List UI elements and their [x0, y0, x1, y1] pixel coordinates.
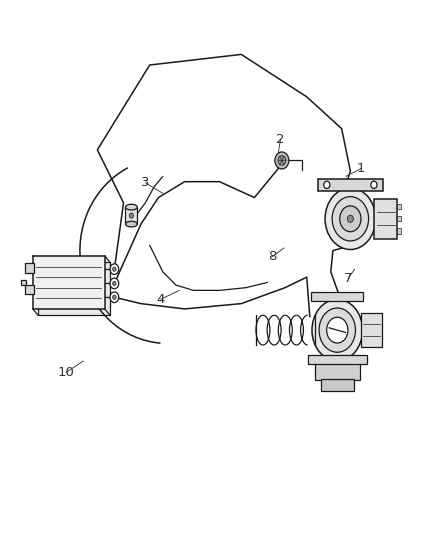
Text: 1: 1	[356, 162, 365, 175]
Bar	[38, 262, 110, 316]
Bar	[125, 207, 137, 224]
Circle shape	[346, 215, 353, 222]
Circle shape	[113, 295, 116, 300]
Bar	[396, 204, 400, 209]
Bar	[320, 379, 353, 391]
Bar	[396, 228, 400, 233]
Circle shape	[129, 213, 133, 218]
Circle shape	[324, 188, 375, 249]
Ellipse shape	[125, 204, 137, 210]
Text: 8: 8	[267, 251, 276, 263]
Text: 2: 2	[276, 133, 284, 146]
Bar	[374, 199, 396, 239]
Text: 3: 3	[141, 176, 149, 189]
Circle shape	[110, 278, 118, 289]
Bar	[317, 179, 382, 191]
Bar	[33, 256, 105, 309]
Bar	[360, 313, 381, 347]
Circle shape	[274, 152, 288, 169]
Bar	[21, 280, 26, 285]
Text: 10: 10	[57, 366, 74, 379]
Circle shape	[370, 181, 376, 189]
Circle shape	[311, 300, 362, 361]
Circle shape	[318, 308, 355, 352]
Text: 7: 7	[343, 272, 352, 285]
Circle shape	[113, 267, 116, 271]
Ellipse shape	[125, 221, 137, 227]
Circle shape	[110, 264, 118, 274]
Circle shape	[110, 292, 118, 303]
Bar	[25, 263, 34, 273]
Bar	[314, 362, 359, 381]
Circle shape	[277, 156, 285, 165]
Circle shape	[339, 206, 360, 232]
Circle shape	[326, 317, 347, 343]
Circle shape	[332, 197, 368, 241]
Bar	[311, 293, 363, 301]
Text: 4: 4	[156, 293, 164, 306]
Circle shape	[323, 181, 329, 189]
Bar	[396, 216, 400, 221]
Bar	[25, 285, 34, 294]
Circle shape	[113, 281, 116, 286]
Bar	[307, 355, 366, 364]
